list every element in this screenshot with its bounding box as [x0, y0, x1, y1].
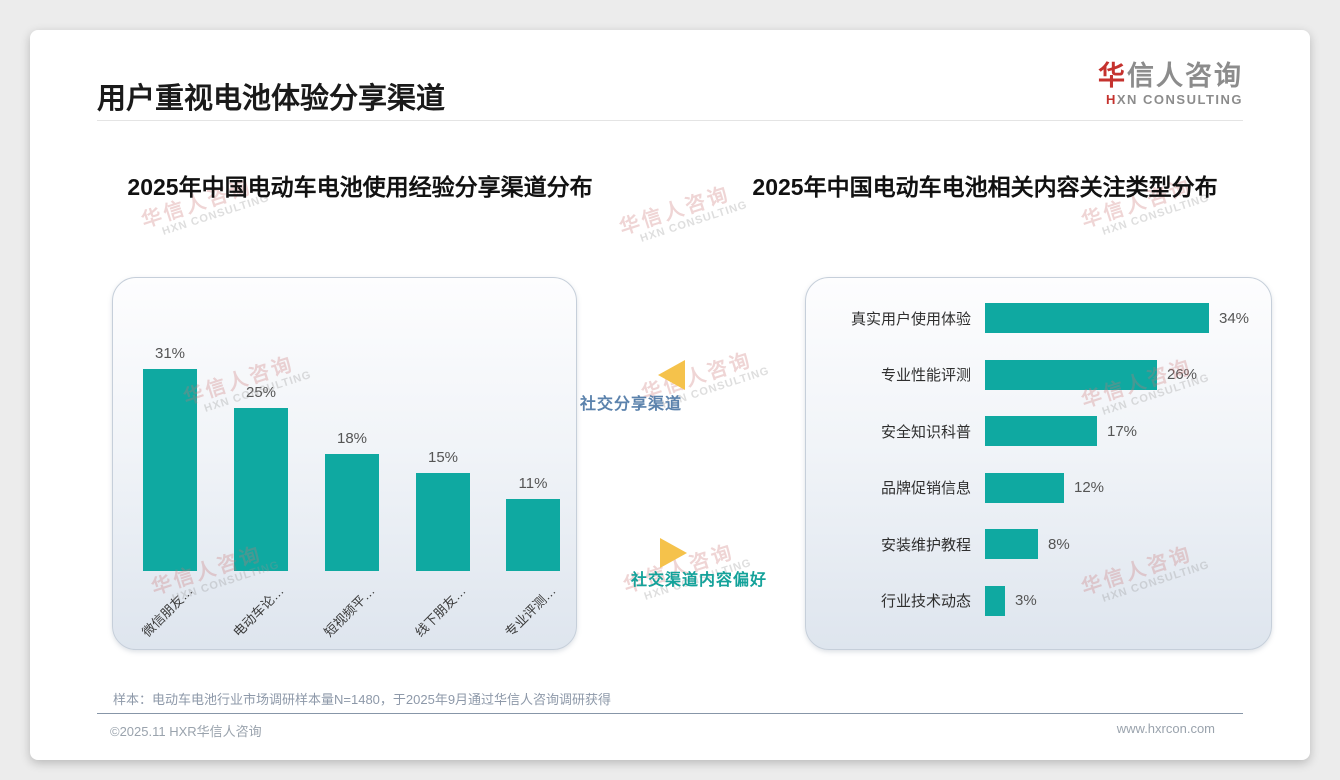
bar	[143, 369, 197, 571]
bar	[416, 473, 470, 571]
chart-row: 专业性能评测 26%	[806, 359, 1271, 390]
bar-category-label: 短视频平…	[321, 583, 378, 640]
logo-en-rest: XN CONSULTING	[1116, 91, 1243, 107]
bar	[985, 585, 1005, 616]
bar	[325, 454, 379, 571]
copyright-text: ©2025.11 HXR华信人咨询	[110, 724, 262, 739]
bar-category-label: 专业性能评测	[880, 367, 971, 384]
logo-zh-text: 华信人咨询	[1098, 61, 1243, 92]
bar	[506, 499, 560, 571]
bar-value-label: 3%	[1015, 592, 1037, 609]
slide-card: 华信人咨询 HXN CONSULTING 华信人咨询 HXN CONSULTING …	[30, 30, 1310, 760]
bar-value-label: 25%	[245, 384, 277, 401]
logo-en-text: HXN CONSULTING	[1098, 92, 1243, 108]
left-chart-title: 2025年中国电动车电池使用经验分享渠道分布	[127, 174, 593, 200]
bar-value-label: 8%	[1048, 535, 1070, 553]
sample-footnote: 样本：电动车电池行业市场调研样本量N=1480，于2025年9月通过华信人咨询调…	[113, 692, 612, 707]
bar-category-label: 专业评测…	[502, 583, 559, 640]
chart-row: 真实用户使用体验 34%	[806, 303, 1271, 333]
bar	[234, 408, 288, 571]
bar-value-label: 17%	[1107, 422, 1138, 440]
header-divider	[97, 120, 1243, 121]
bar-value-label: 26%	[1167, 366, 1198, 383]
footer-divider	[97, 713, 1243, 714]
bar-value-label: 11%	[518, 475, 548, 492]
bar	[985, 359, 1157, 390]
bar-value-label: 18%	[336, 430, 368, 447]
bar-category-label: 线下朋友…	[412, 583, 469, 640]
logo-zh-rest: 信人咨询	[1127, 61, 1243, 91]
logo-en-accent: H	[1105, 91, 1117, 107]
bar-category-label: 安全知识科普	[880, 423, 971, 441]
bar-category-label: 安装维护教程	[880, 536, 971, 554]
bar	[985, 472, 1064, 503]
bar-category-label: 电动车论…	[230, 583, 287, 640]
arrow-right-icon	[660, 538, 687, 568]
channel-chart-panel: 31% 微信朋友… 25% 电动车论… 18% 短视频平… 15% 线下朋友… 11% 专业评测…	[112, 277, 577, 650]
bar	[985, 529, 1038, 559]
bar-value-label: 12%	[1074, 479, 1105, 496]
bar-value-label: 34%	[1219, 309, 1250, 327]
bar-value-label: 31%	[154, 345, 186, 362]
social-share-label: 社交分享渠道	[580, 396, 683, 413]
bar-value-label: 15%	[427, 449, 459, 466]
page-title: 用户重视电池体验分享渠道	[97, 83, 446, 115]
content-pref-label: 社交渠道内容偏好	[631, 572, 768, 589]
bar-category-label: 微信朋友…	[139, 583, 196, 640]
chart-row: 行业技术动态 3%	[806, 585, 1271, 616]
arrow-left-icon	[658, 360, 685, 390]
logo-zh-accent: 华	[1098, 61, 1127, 91]
bar-category-label: 真实用户使用体验	[850, 310, 971, 328]
website-text: www.hxrcon.com	[1116, 721, 1215, 736]
content-chart-panel: 真实用户使用体验 34% 专业性能评测 26% 安全知识科普 17% 品牌促销信息 12% 安装…	[805, 277, 1272, 650]
bar-category-label: 品牌促销信息	[880, 480, 971, 497]
watermark-line2: HXN CONSULTING	[638, 198, 750, 245]
company-logo: 华信人咨询 HXN CONSULTING	[1098, 61, 1243, 108]
chart-row: 安装维护教程 8%	[806, 529, 1271, 559]
chart-row: 安全知识科普 17%	[806, 416, 1271, 446]
bar-category-label: 行业技术动态	[880, 593, 971, 610]
bar	[985, 303, 1209, 333]
content-chart-plot: 真实用户使用体验 34% 专业性能评测 26% 安全知识科普 17% 品牌促销信息 12% 安装…	[806, 278, 1271, 649]
right-chart-title: 2025年中国电动车电池相关内容关注类型分布	[752, 174, 1218, 200]
bar	[985, 416, 1097, 446]
chart-row: 品牌促销信息 12%	[806, 472, 1271, 503]
channel-chart-plot: 31% 微信朋友… 25% 电动车论… 18% 短视频平… 15% 线下朋友… 11% 专业评测…	[113, 278, 576, 649]
